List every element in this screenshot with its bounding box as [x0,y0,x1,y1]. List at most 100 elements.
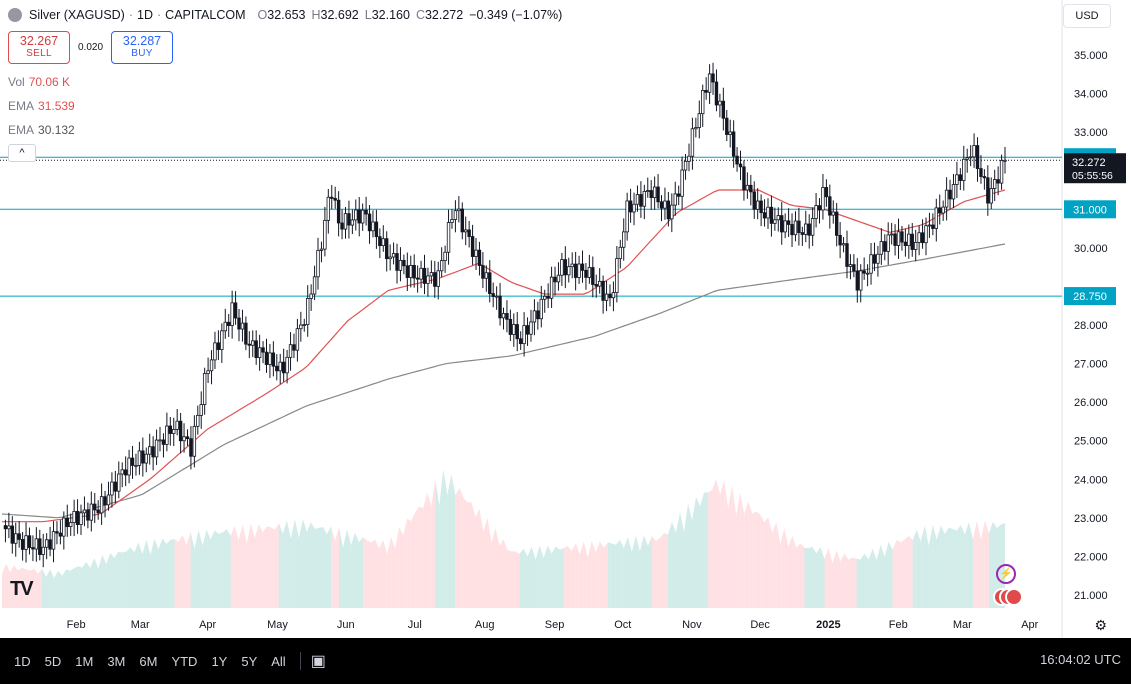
us-events-icon[interactable] [993,588,1027,606]
buy-button[interactable]: 32.287 BUY [111,31,174,64]
volume-bar [555,546,560,608]
volume-bar [720,480,725,608]
candle-body [824,187,829,198]
candle-body [783,220,787,233]
volume-bar [824,548,829,608]
volume-bar [796,543,801,608]
volume-bar [367,540,372,608]
y-tick-label: 35.000 [1074,50,1108,62]
timeframe-ytd[interactable]: YTD [171,653,198,669]
candle-body [889,233,894,236]
volume-bar [880,544,885,608]
volume-bar [495,527,500,608]
interval-label[interactable]: 1D [137,8,153,22]
candle-body [58,532,63,537]
candle-body [3,525,8,530]
candle-body [257,347,262,358]
volume-bar [166,539,171,608]
timeframe-1d[interactable]: 1D [14,653,31,669]
candle-body [652,186,657,198]
candle-body [268,352,272,365]
candle-body [192,425,197,457]
candle-body [989,188,993,204]
currency-selector[interactable]: USD [1063,4,1111,28]
candle-body [821,187,825,211]
settings-gear-icon[interactable]: ⚙ [1094,617,1107,633]
volume-bar [218,532,223,608]
x-tick-label: Feb [67,619,86,631]
timeframe-5y[interactable]: 5Y [241,653,258,669]
candle-body [41,546,45,555]
high-value: 32.692 [320,8,359,22]
ohlc-readout: O32.653 H32.692 L32.160 C32.272 −0.349 (… [257,8,563,22]
ema-slow-indicator[interactable]: EMA 30.132 [8,123,75,137]
candle-body [666,200,671,220]
timeframe-5d[interactable]: 5D [44,653,62,669]
price-chart[interactable]: 32.35031.00028.75032.27205:55:5635.00034… [0,0,1131,638]
volume-bar [515,551,520,608]
candle-body [275,365,279,372]
volume-bar [298,519,303,608]
timeframe-3m[interactable]: 3M [107,653,126,669]
x-tick-label: Feb [889,619,908,631]
volume-indicator[interactable]: Vol 70.06 K [8,75,71,89]
volume-bar [70,568,75,608]
symbol-name[interactable]: Silver (XAGUSD) [29,8,125,22]
candle-body [601,280,605,301]
volume-bar [672,522,677,608]
volume-bar [740,492,745,608]
volume-bar [772,521,777,608]
volume-bar [972,520,977,608]
volume-bar [848,557,853,608]
volume-bar [948,527,953,608]
sell-button[interactable]: 32.267 SELL [8,31,70,64]
candle-body [17,533,21,540]
candle-body [299,324,303,330]
timeframe-1y[interactable]: 1Y [211,653,228,669]
volume-bar [623,537,628,608]
volume-bar [278,523,283,608]
candle-body [460,208,464,233]
candle-body [172,429,176,434]
candle-body [834,211,839,236]
volume-bar [26,569,31,608]
timeframe-1m[interactable]: 1M [75,653,94,669]
candle-body [494,295,499,298]
volume-bar [976,520,981,608]
volume-bar [736,492,741,608]
timeframe-all[interactable]: All [271,653,286,669]
volume-bar [527,546,532,608]
candle-body [123,469,128,476]
flash-icon[interactable]: ⚡ [996,564,1016,584]
volume-bar [724,480,729,608]
volume-bar [395,526,400,608]
volume-bar [800,543,805,608]
volume-bar [334,527,340,608]
candle-body [841,243,846,246]
y-tick-label: 21.000 [1074,590,1108,602]
candle-body [453,210,458,220]
volume-bar [194,530,199,608]
volume-bar [254,524,259,608]
candle-body [656,186,660,203]
candle-body [646,190,650,192]
volume-bar [940,525,945,608]
timeframe-6m[interactable]: 6M [139,653,158,669]
ema-fast-indicator[interactable]: EMA 31.539 [8,99,75,113]
candle-body [302,324,306,326]
volume-bar [443,469,448,608]
volume-bar [840,553,845,608]
volume-bar [150,538,155,608]
volume-bar [611,543,616,608]
candle-body [958,174,963,181]
volume-bar [932,524,937,608]
candle-body [93,503,97,511]
tradingview-logo-icon: TV [10,578,34,600]
candle-body [951,184,956,200]
collapse-legend-button[interactable]: ^ [8,144,36,162]
candle-body [474,249,478,257]
utc-clock[interactable]: 16:04:02 UTC [1040,652,1121,667]
volume-bar [375,539,380,608]
calendar-range-icon[interactable]: ▣ [310,653,326,670]
candle-body [759,200,763,214]
